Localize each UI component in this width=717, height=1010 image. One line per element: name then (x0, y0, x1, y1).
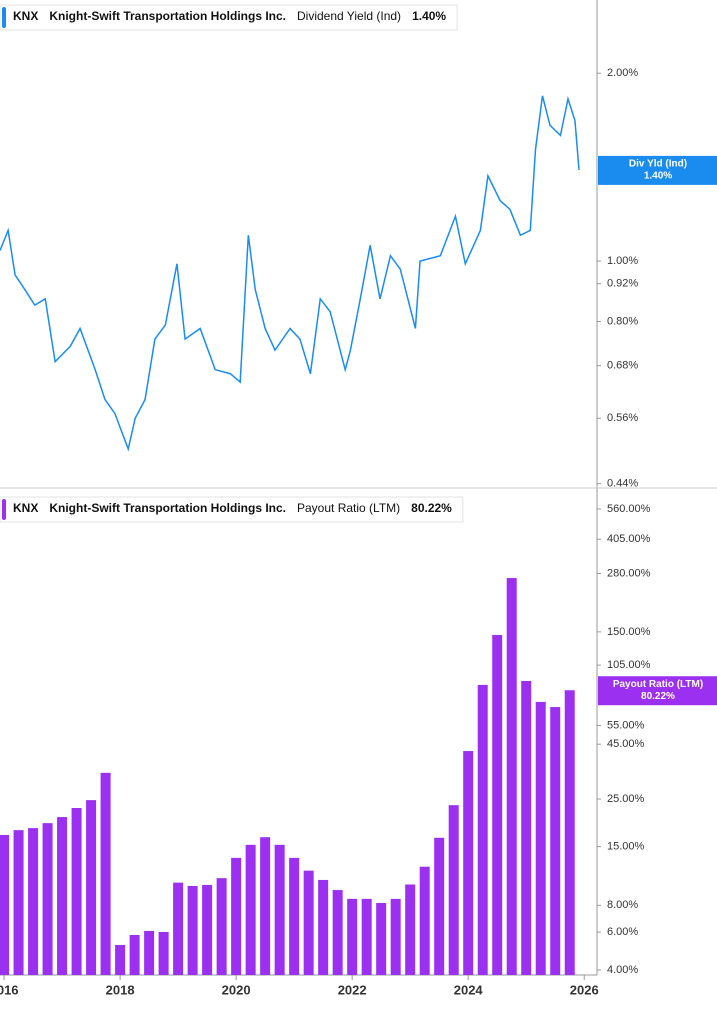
bar (492, 635, 503, 975)
x-tick-label: 2022 (338, 982, 367, 997)
bar (332, 890, 343, 975)
bar (158, 931, 169, 975)
bar (376, 902, 387, 975)
legend-swatch (2, 499, 6, 520)
bar (477, 684, 488, 975)
bar (274, 844, 285, 975)
tag-value: 80.22% (641, 691, 675, 702)
y-tick-label: 2.00% (607, 67, 638, 79)
bar (57, 817, 68, 975)
y-tick-label: 25.00% (607, 793, 645, 805)
bar (448, 805, 459, 975)
bar (347, 898, 358, 975)
y-tick-label: 0.80% (607, 315, 638, 327)
bar (318, 879, 329, 975)
legend-company: Knight-Swift Transportation Holdings Inc… (49, 501, 286, 515)
legend: KNX Knight-Swift Transportation Holdings … (0, 496, 464, 523)
bar (289, 857, 300, 975)
bar (361, 898, 372, 975)
bar (0, 834, 10, 975)
value-tag: Div Yld (Ind)1.40% (598, 155, 717, 185)
bar (173, 882, 184, 975)
legend-swatch (2, 7, 6, 28)
legend-value: 80.22% (411, 501, 452, 515)
bar (550, 707, 561, 975)
bar (216, 878, 227, 975)
y-tick-label: 0.68% (607, 360, 638, 372)
tag-box (598, 155, 717, 185)
x-tick-label: 2018 (106, 982, 135, 997)
legend-ticker: KNX (13, 9, 38, 23)
y-tick-label: 55.00% (607, 719, 645, 731)
y-tick-label: 150.00% (607, 626, 651, 638)
x-tick-label: 2026 (570, 982, 599, 997)
y-tick-label: 0.44% (607, 478, 638, 490)
y-tick-label: 6.00% (607, 926, 638, 938)
bar (564, 690, 575, 975)
legend-series: Payout Ratio (LTM) (297, 501, 400, 515)
bar (303, 870, 314, 975)
bar (521, 680, 532, 975)
tag-box (598, 676, 717, 706)
legend-series: Dividend Yield (Ind) (297, 9, 401, 23)
bar (71, 808, 82, 975)
bar (202, 884, 213, 975)
y-tick-label: 45.00% (607, 738, 645, 750)
bar (144, 930, 155, 975)
y-tick-label: 560.00% (607, 503, 651, 515)
y-tick-label: 15.00% (607, 841, 645, 853)
bar (405, 884, 416, 975)
bar (463, 751, 474, 975)
line (0, 95, 580, 452)
legend: KNX Knight-Swift Transportation Holdings … (0, 4, 458, 31)
bar (260, 837, 271, 975)
bar (42, 823, 53, 975)
legend-company: Knight-Swift Transportation Holdings Inc… (49, 9, 286, 23)
y-tick-label: 105.00% (607, 659, 651, 671)
bar (390, 898, 401, 975)
y-tick-label: 0.92% (607, 278, 638, 290)
y-tick-label: 405.00% (607, 533, 651, 545)
legend-box (0, 4, 458, 31)
bar (187, 885, 198, 975)
bar (434, 837, 445, 975)
tag-name: Div Yld (Ind) (629, 159, 687, 170)
bar (115, 944, 126, 975)
y-tick-label: 4.00% (607, 964, 638, 976)
bar (535, 701, 546, 975)
y-tick-label: 8.00% (607, 899, 638, 911)
tag-value: 1.40% (644, 171, 672, 182)
bar (419, 866, 430, 975)
bar (231, 857, 242, 975)
bar (129, 934, 140, 975)
x-tick-label: 2024 (454, 982, 484, 997)
bar (28, 828, 39, 975)
legend-value: 1.40% (412, 9, 446, 23)
legend-box (0, 496, 464, 523)
bar (506, 578, 517, 975)
value-tag: Payout Ratio (LTM)80.22% (598, 676, 717, 706)
y-tick-label: 280.00% (607, 568, 651, 580)
y-tick-label: 0.56% (607, 412, 638, 424)
bar (245, 844, 256, 975)
x-tick-label: 2020 (222, 982, 251, 997)
y-tick-label: 1.00% (607, 255, 638, 267)
legend-ticker: KNX (13, 501, 38, 515)
bar (100, 772, 111, 975)
bar (13, 830, 24, 975)
tag-name: Payout Ratio (LTM) (613, 679, 703, 690)
bar (86, 800, 97, 975)
x-tick-label: 2016 (0, 982, 19, 997)
